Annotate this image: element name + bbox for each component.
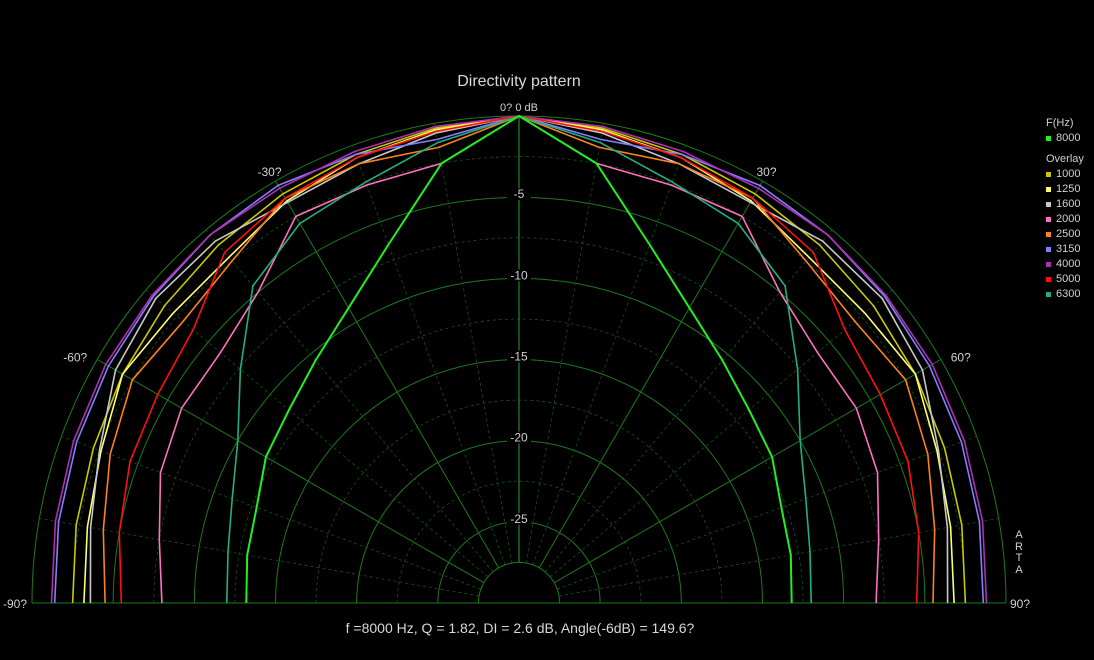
legend-item: 1600 <box>1046 197 1084 212</box>
legend-label: 1000 <box>1056 168 1081 180</box>
legend-item: 5000 <box>1046 272 1084 287</box>
grid-spoke <box>145 289 489 578</box>
legend-swatch <box>1046 277 1051 282</box>
legend-swatch <box>1046 136 1051 141</box>
radial-tick-bg <box>507 431 531 444</box>
legend-header: F(Hz) <box>1046 117 1074 129</box>
legend-swatch <box>1046 187 1051 192</box>
radial-tick-label: -10 <box>510 268 528 282</box>
legend: F(Hz) 8000 Overlay 1000 1250 1600 2000 2500 3… <box>1046 116 1084 302</box>
footer-summary: f =8000 Hz, Q = 1.82, DI = 2.6 dB, Angle… <box>345 620 695 636</box>
legend-label: 3150 <box>1056 243 1081 255</box>
grid-spoke <box>352 145 506 566</box>
legend-item: 4000 <box>1046 257 1084 272</box>
grid-spoke <box>434 123 513 564</box>
side-label-letter: A <box>1015 563 1023 576</box>
chart-title: Directivity pattern <box>457 73 581 90</box>
radial-tick-label: -20 <box>510 431 528 445</box>
angle-label: -60? <box>63 351 87 365</box>
axis-labels: -5 -10 -15 -20 -25 -90? -60? -30? 30? 60? 90? <box>3 165 1030 611</box>
side-label-letter: T <box>1015 552 1023 564</box>
legend-item: 6300 <box>1046 287 1084 302</box>
radial-tick-bg <box>507 269 531 282</box>
center-hole <box>477 562 561 604</box>
legend-swatch <box>1046 292 1051 297</box>
radial-tick-label: -25 <box>510 512 528 526</box>
angle-label: 60? <box>951 351 971 365</box>
radial-tick-bg <box>507 188 531 201</box>
legend-label: 4000 <box>1056 258 1081 270</box>
legend-swatch <box>1046 202 1051 207</box>
legend-label: 2500 <box>1056 228 1081 240</box>
grid-arc <box>153 237 885 604</box>
legend-swatch <box>1046 172 1051 177</box>
legend-main-series: 8000 <box>1046 131 1084 146</box>
legend-swatch <box>1046 262 1051 267</box>
grid-spoke <box>549 289 893 578</box>
series-layer <box>50 115 988 604</box>
legend-label: 6300 <box>1056 288 1081 300</box>
legend-label: 1250 <box>1056 183 1081 195</box>
side-label-letter: R <box>1015 540 1023 553</box>
legend-item: 1250 <box>1046 182 1084 197</box>
grid-spoke <box>205 229 494 573</box>
legend-swatch <box>1046 232 1051 237</box>
grid-spoke <box>558 518 999 597</box>
grid-spoke <box>556 436 977 590</box>
grid-spoke <box>96 359 485 584</box>
polar-grid <box>31 115 1007 604</box>
angle-label: 30? <box>757 165 777 179</box>
legend-label: 2000 <box>1056 213 1081 225</box>
legend-item: 3150 <box>1046 242 1084 257</box>
legend-label: 5000 <box>1056 273 1081 285</box>
legend-overlay-list: 1000 1250 1600 2000 2500 3150 4000 5000 6300 <box>1046 167 1084 302</box>
radial-tick-label: -15 <box>510 350 528 364</box>
grid-spoke <box>275 180 500 569</box>
angle-label: -90? <box>3 597 27 611</box>
series-line-8000 <box>245 115 793 604</box>
legend-item: 1000 <box>1046 167 1084 182</box>
legend-item: 2500 <box>1046 227 1084 242</box>
radial-tick-label: -5 <box>514 187 525 201</box>
legend-label: 1600 <box>1056 198 1081 210</box>
grid-spoke <box>532 145 686 566</box>
angle-label: 90? <box>1010 597 1030 611</box>
legend-overlay-header: Overlay <box>1046 153 1084 165</box>
grid-spoke <box>544 229 833 573</box>
grid-spoke <box>553 359 942 584</box>
radial-tick-bg <box>507 350 531 363</box>
grid-spoke <box>525 123 604 564</box>
legend-item: 2000 <box>1046 212 1084 227</box>
grid-arc <box>396 480 642 604</box>
zero-angle-label: 0? 0 dB <box>500 102 538 114</box>
grid-spoke <box>538 180 763 569</box>
angle-label: -30? <box>257 165 281 179</box>
radial-tick-bg <box>507 512 531 525</box>
legend-item: 8000 <box>1046 131 1084 146</box>
legend-label: 8000 <box>1056 132 1081 144</box>
grid-spoke <box>39 518 480 597</box>
legend-swatch <box>1046 217 1051 222</box>
grid-spoke <box>61 436 482 590</box>
legend-swatch <box>1046 247 1051 252</box>
side-label-letter: A <box>1015 529 1023 541</box>
